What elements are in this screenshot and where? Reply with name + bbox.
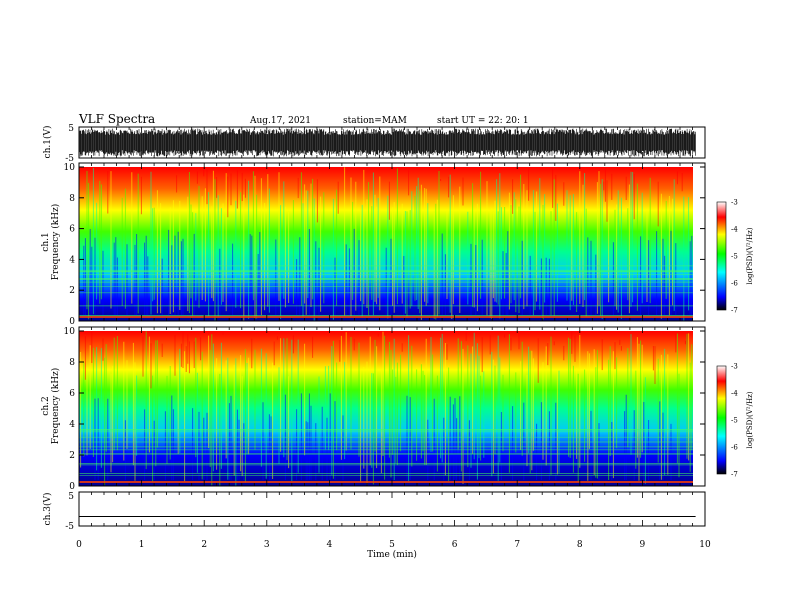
spectrogram-streaks	[92, 167, 690, 321]
time-tick-label: 0	[76, 540, 82, 550]
time-tick-marks	[78, 127, 706, 526]
ch1-colorbar-tick: -5	[731, 253, 738, 261]
spectrogram-streaks	[84, 331, 686, 389]
ch2-spectrogram-channel-label: ch.2	[41, 396, 51, 415]
ch1-ytick-bottom: -5	[65, 154, 74, 164]
ch1-spectrogram-ylabel: Frequency (kHz)	[50, 204, 61, 281]
ch2-colorbar-tick: -6	[731, 444, 738, 452]
ch2-spectrogram-ytick-label: 6	[69, 389, 75, 399]
time-ticks	[78, 127, 706, 526]
date-label: Aug.17, 2021	[249, 116, 311, 126]
time-tick-label: 3	[264, 540, 270, 550]
ch2-spectrogram-ytick-label: 8	[69, 358, 75, 368]
ch2-colorbar-tick: -4	[731, 390, 738, 398]
ch2-spectrogram-ytick-label: 2	[69, 451, 75, 461]
start-time-label: start UT = 22: 20: 1	[437, 116, 529, 126]
ch1-colorbar-tick: -4	[731, 226, 738, 234]
time-tick-label: 2	[201, 540, 207, 550]
ch2-spectrogram-ylabel: Frequency (kHz)	[50, 368, 61, 445]
figure-title: VLF Spectra	[78, 112, 155, 126]
ch1-spectrogram-ytick-label: 0	[69, 317, 75, 327]
ch2-spectrogram-texture	[78, 331, 693, 486]
spectrogram-streaks	[96, 332, 666, 486]
ch1-colorbar-tick: -7	[731, 307, 738, 315]
time-tick-label: 5	[389, 540, 395, 550]
ch2-spectrogram-ytick-label: 0	[69, 482, 75, 492]
ch1-waveform-ylabel: ch.1(V)	[42, 126, 53, 159]
time-tick-label: 10	[699, 540, 711, 550]
ch3-ytick-bottom: -5	[65, 522, 74, 532]
ch3-ytick-top: 5	[68, 492, 74, 502]
ch1-spectrogram-ytick-label: 4	[69, 255, 75, 265]
ch1-ytick-top: 5	[68, 124, 74, 134]
ch1-waveform-line	[79, 128, 696, 157]
spectrogram-streaks	[107, 167, 683, 227]
time-tick-label: 6	[452, 540, 458, 550]
ch2-colorbar-label: log(PSD)(V²/Hz)	[746, 391, 754, 448]
ch2-spectrogram-ytick-label: 10	[64, 327, 76, 337]
ch1-colorbar-tick: -6	[731, 280, 738, 288]
spectrogram-low-band	[79, 316, 693, 318]
time-tick-label: 1	[139, 540, 145, 550]
ch1-spectrogram-channel-label: ch.1	[41, 232, 51, 251]
time-tick-label: 8	[577, 540, 583, 550]
time-tick-labels: 0 1 2 3 4 5 6 7 8 9 10	[76, 540, 711, 550]
ch2-spectrogram-ytick-label: 4	[69, 420, 75, 430]
ch2-spectrogram-base	[79, 331, 693, 486]
time-tick-label: 9	[640, 540, 646, 550]
ch1-spectrogram-texture	[78, 167, 693, 321]
ch1-spectrogram-ytick-label: 2	[69, 286, 75, 296]
ch2-colorbar-tick: -3	[731, 363, 738, 371]
spectrogram-streaks	[83, 331, 693, 486]
ch1-spectrogram-ytick-label: 6	[69, 225, 75, 235]
ch3-waveform-ylabel: ch.3(V)	[42, 493, 53, 526]
spectrogram-streaks	[110, 167, 674, 321]
ch1-waveform-trace	[79, 128, 696, 157]
spectrogram-low-band	[79, 481, 693, 483]
spectrogram-narrowband-lines	[79, 428, 693, 476]
time-tick-label: 7	[514, 540, 520, 550]
ch1-spectrogram-ytick-label: 8	[69, 194, 75, 204]
spectrogram-streaks	[80, 331, 690, 485]
ch1-colorbar	[716, 201, 727, 311]
ch1-colorbar-tick: -3	[731, 199, 738, 207]
ch2-colorbar	[716, 365, 727, 475]
spectrogram-narrowband-lines	[79, 265, 693, 317]
ch2-colorbar-tick: -5	[731, 417, 738, 425]
ch1-spectrogram-ytick-label: 10	[64, 163, 76, 173]
time-tick-label: 4	[327, 540, 333, 550]
time-axis-label: Time (min)	[367, 549, 417, 560]
station-label: station=MAM	[343, 116, 407, 126]
ch2-colorbar-tick: -7	[731, 471, 738, 479]
ch1-colorbar-label: log(PSD)(V²/Hz)	[746, 227, 754, 284]
